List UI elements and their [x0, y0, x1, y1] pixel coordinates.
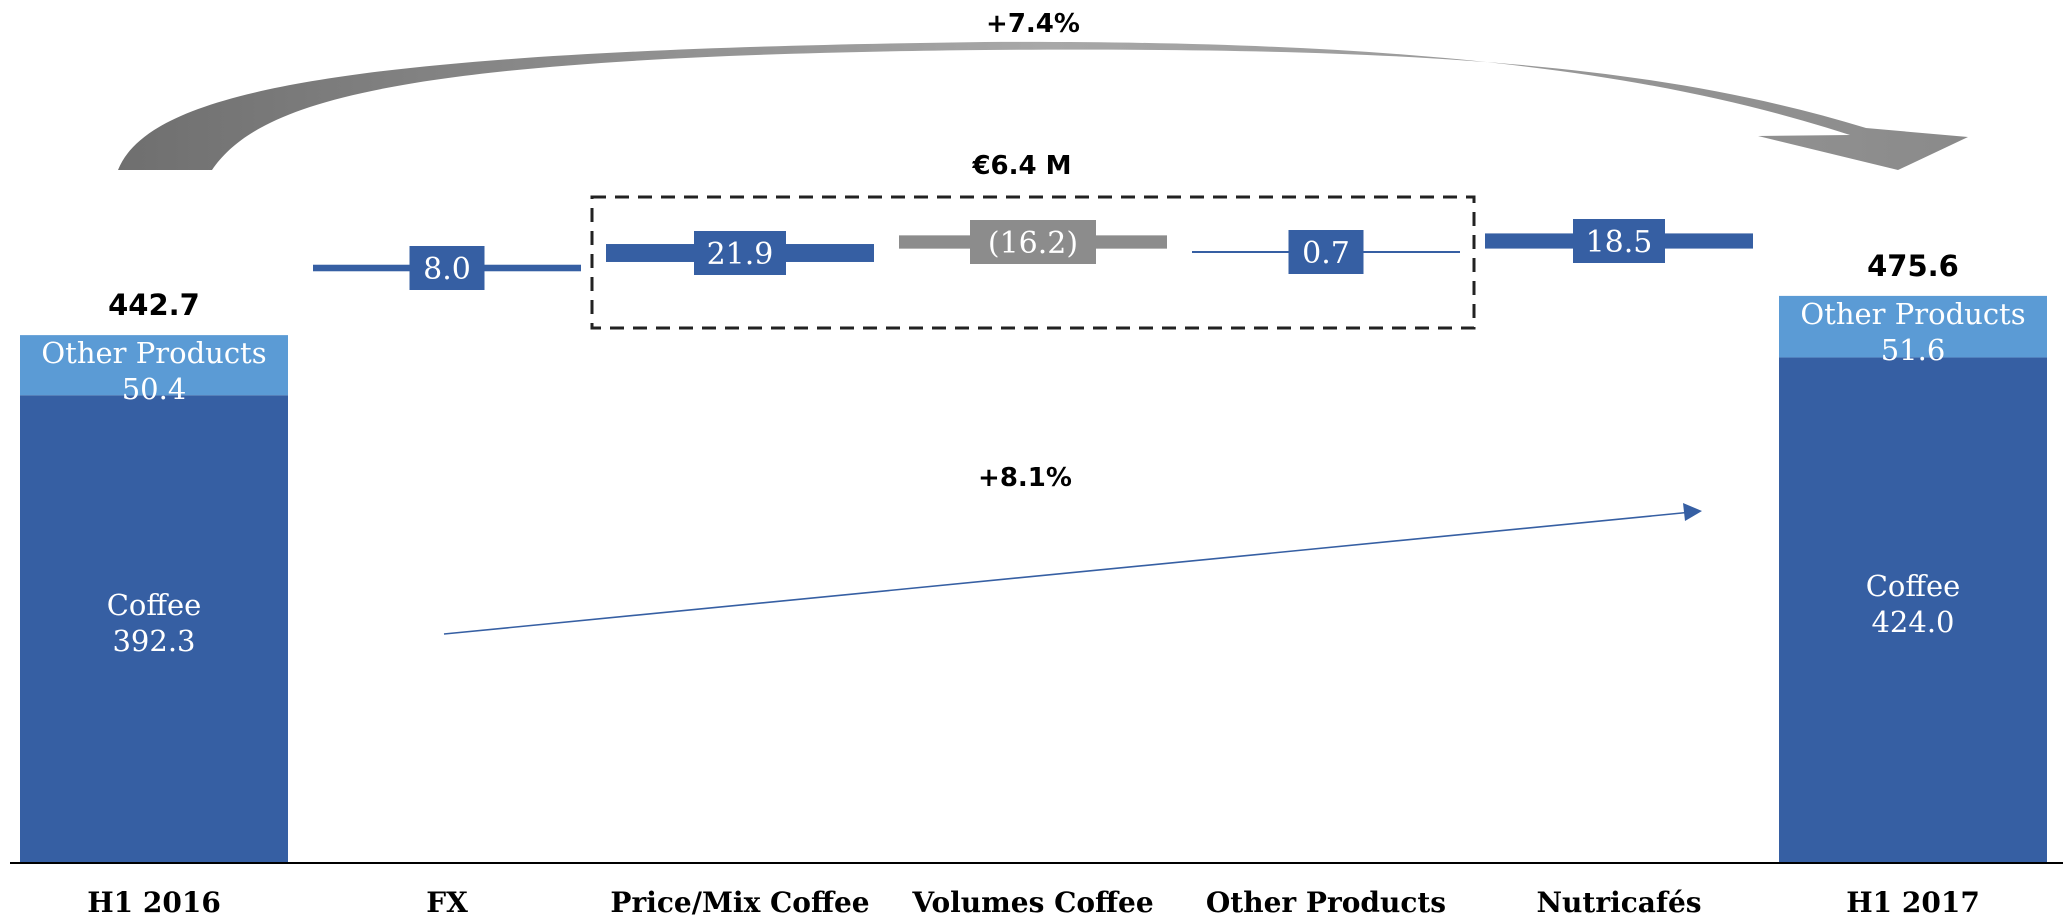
- delta-label-box-other-products: [1288, 230, 1364, 274]
- delta-label-box-price-mix-coffee: [694, 231, 786, 275]
- overall-growth-label: +7.4%: [986, 9, 1080, 39]
- bar-h1-2017-total-label: 475.6: [1867, 249, 1959, 283]
- bar-h1-2016-total-label: 442.7: [108, 288, 200, 322]
- total-bar-h1-2017: Coffee 424.0 Other Products 51.6 475.6: [1779, 249, 2047, 863]
- x-tick-label-nutricafes: Nutricafés: [1536, 886, 1701, 919]
- x-tick-label-fx: FX: [426, 886, 468, 919]
- delta-label-price-mix-coffee: 21.9: [707, 237, 774, 272]
- x-tick-label-other-products: Other Products: [1206, 886, 1446, 919]
- bar-h1-2016-other-name: Other Products: [41, 336, 266, 370]
- delta-label-box-volumes-coffee: [970, 220, 1096, 264]
- delta-other-products: 0.7: [1192, 230, 1460, 274]
- bar-h1-2017-coffee-name: Coffee: [1866, 569, 1961, 603]
- bar-h1-2016-coffee: [20, 395, 288, 863]
- x-tick-label-h1-2016: H1 2016: [87, 886, 221, 919]
- bar-h1-2016-coffee-value: 392.3: [112, 624, 195, 658]
- delta-fx: 8.0: [313, 246, 581, 290]
- delta-price-mix-coffee: 21.9: [606, 231, 874, 275]
- organic-growth-arrow-head: [1683, 503, 1702, 521]
- delta-label-box-fx: [409, 246, 485, 290]
- bar-h1-2017-coffee: [1779, 357, 2047, 863]
- delta-nutricafes: 18.5: [1485, 219, 1753, 263]
- delta-volumes-coffee: (16.2): [899, 220, 1167, 264]
- delta-label-fx: 8.0: [423, 252, 471, 287]
- total-bar-h1-2016: Coffee 392.3 Other Products 50.4 442.7: [20, 288, 288, 863]
- bar-h1-2016-coffee-name: Coffee: [107, 588, 202, 622]
- bar-h1-2016-other-value: 50.4: [122, 372, 187, 406]
- x-tick-label-price-mix-coffee: Price/Mix Coffee: [610, 886, 869, 919]
- organic-growth-arrow-line: [443, 511, 1693, 635]
- delta-label-volumes-coffee: (16.2): [988, 226, 1078, 261]
- organic-box: [590, 195, 1476, 330]
- x-tick-label-volumes-coffee: Volumes Coffee: [911, 886, 1153, 919]
- delta-label-other-products: 0.7: [1302, 236, 1350, 271]
- bar-h1-2017-other-name: Other Products: [1800, 297, 2025, 331]
- delta-label-nutricafes: 18.5: [1586, 225, 1653, 260]
- bar-h1-2017-other-value: 51.6: [1881, 333, 1946, 367]
- delta-label-box-nutricafes: [1573, 219, 1665, 263]
- bar-h1-2017-coffee-value: 424.0: [1871, 605, 1954, 639]
- x-tick-label-h1-2017: H1 2017: [1846, 886, 1980, 919]
- organic-box-label: €6.4 M: [971, 151, 1071, 181]
- bar-h1-2017-other: [1779, 295, 2047, 358]
- bar-h1-2016-other: [20, 335, 288, 396]
- organic-growth-label: +8.1%: [978, 463, 1072, 493]
